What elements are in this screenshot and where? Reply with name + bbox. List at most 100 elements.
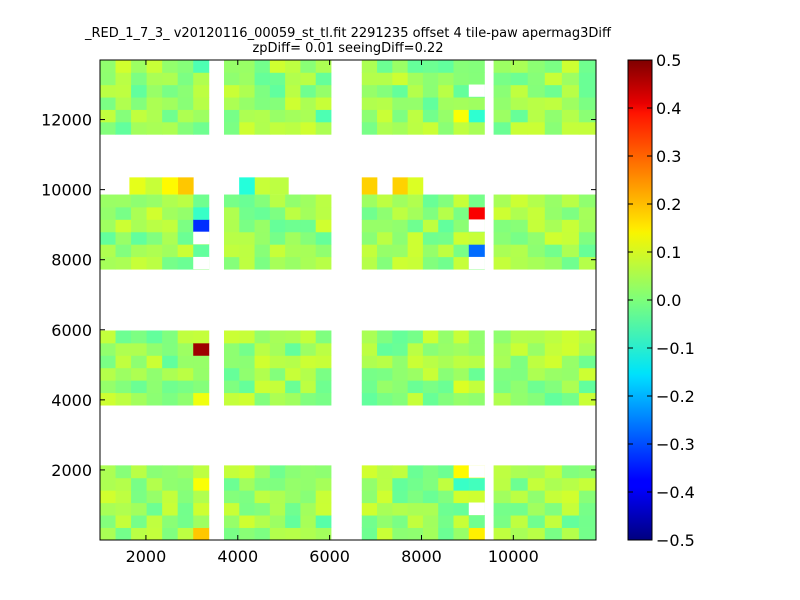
heatmap-cell <box>527 465 546 479</box>
heatmap-cell <box>115 477 132 491</box>
colorbar-tick-label: 0.3 <box>656 147 681 166</box>
heatmap-cell <box>131 72 148 86</box>
heatmap-cell <box>300 121 317 135</box>
heatmap-cell <box>392 256 409 270</box>
heatmap-cell <box>239 244 255 258</box>
heatmap-cell <box>361 84 378 98</box>
heatmap-cell <box>131 330 148 344</box>
heatmap-cell <box>453 367 470 381</box>
heatmap-cell <box>453 342 470 356</box>
heatmap-cell <box>115 465 132 479</box>
heatmap-cell <box>361 342 378 356</box>
heatmap-cell <box>131 392 148 406</box>
heatmap-cell <box>315 84 332 98</box>
heatmap-cell <box>578 231 597 245</box>
heatmap-cell <box>377 527 393 541</box>
heatmap-cell <box>438 392 454 406</box>
heatmap-cell <box>527 380 546 394</box>
heatmap-cell <box>407 244 424 258</box>
heatmap-cell <box>224 465 240 479</box>
heatmap-cell <box>468 72 485 86</box>
heatmap-cell <box>561 72 580 86</box>
heatmap-cell <box>239 177 256 195</box>
heatmap-cell <box>315 97 332 110</box>
heatmap-cell <box>224 477 240 491</box>
heatmap-cell <box>392 465 409 479</box>
heatmap-cell <box>578 84 597 98</box>
heatmap-cell <box>100 231 116 245</box>
heatmap-cell <box>269 206 286 220</box>
heatmap-cell <box>100 244 116 258</box>
heatmap-cell <box>407 380 424 394</box>
heatmap-cell <box>544 380 563 394</box>
heatmap-cell <box>269 380 286 394</box>
heatmap-cell <box>392 231 409 245</box>
heatmap-cell <box>407 194 424 208</box>
heatmap-cell <box>254 490 271 504</box>
heatmap-cell <box>224 355 240 369</box>
heatmap-cell <box>300 72 317 86</box>
heatmap-cell <box>493 342 512 356</box>
heatmap-cell <box>561 330 580 344</box>
heatmap-cell <box>392 330 409 344</box>
heatmap-cell <box>377 502 393 516</box>
heatmap-cell <box>493 84 512 98</box>
heatmap-cell <box>224 392 240 406</box>
heatmap-cell <box>100 465 116 479</box>
heatmap-cell <box>361 231 378 245</box>
heatmap-cell <box>100 367 116 381</box>
heatmap-cell <box>315 392 332 406</box>
heatmap-cell <box>438 72 454 86</box>
heatmap-cell <box>578 330 597 344</box>
heatmap-cell <box>407 355 424 369</box>
heatmap-cell <box>146 244 163 258</box>
heatmap-cell <box>527 502 546 516</box>
heatmap-cell <box>544 502 563 516</box>
heatmap-cell <box>561 194 580 208</box>
heatmap-cell <box>438 342 454 356</box>
heatmap-cell <box>115 219 132 233</box>
heatmap-cell <box>162 502 179 516</box>
heatmap-cell <box>239 342 255 356</box>
colorbar-tick-label: −0.3 <box>656 435 695 454</box>
heatmap-cell <box>177 97 194 110</box>
heatmap-cell <box>254 97 271 110</box>
heatmap-cell <box>131 97 148 110</box>
heatmap-cell <box>468 194 485 208</box>
heatmap-cell <box>177 60 194 73</box>
heatmap-cell <box>527 219 546 233</box>
heatmap-cell <box>146 97 163 110</box>
heatmap-cell <box>422 97 439 110</box>
heatmap-cell <box>254 60 271 73</box>
heatmap-cell <box>239 392 255 406</box>
heatmap-cell <box>361 502 378 516</box>
heatmap-cell <box>361 177 378 195</box>
heatmap-cell <box>115 502 132 516</box>
heatmap-cell <box>224 490 240 504</box>
heatmap-cell <box>239 502 255 516</box>
heatmap-cell <box>493 502 512 516</box>
heatmap-cell <box>193 367 210 381</box>
heatmap-cell <box>162 244 179 258</box>
heatmap-cell <box>315 502 332 516</box>
heatmap-cell <box>561 502 580 516</box>
heatmap-cell <box>100 194 116 208</box>
heatmap-cell <box>544 490 563 504</box>
heatmap-cell <box>453 392 470 406</box>
heatmap-cell <box>468 342 485 356</box>
heatmap-cell <box>510 392 529 406</box>
heatmap-cell <box>578 502 597 516</box>
heatmap-cell <box>493 465 512 479</box>
heatmap-cell <box>100 477 116 491</box>
heatmap-cell <box>377 515 393 528</box>
heatmap-cell <box>146 206 163 220</box>
heatmap-cell <box>561 244 580 258</box>
heatmap-cell <box>377 219 393 233</box>
heatmap-cell <box>392 206 409 220</box>
heatmap-cell <box>239 231 255 245</box>
heatmap-cell <box>438 219 454 233</box>
heatmap-cell <box>510 84 529 98</box>
heatmap-cell <box>254 367 271 381</box>
heatmap-cell <box>254 121 271 135</box>
heatmap-cell <box>177 206 194 220</box>
